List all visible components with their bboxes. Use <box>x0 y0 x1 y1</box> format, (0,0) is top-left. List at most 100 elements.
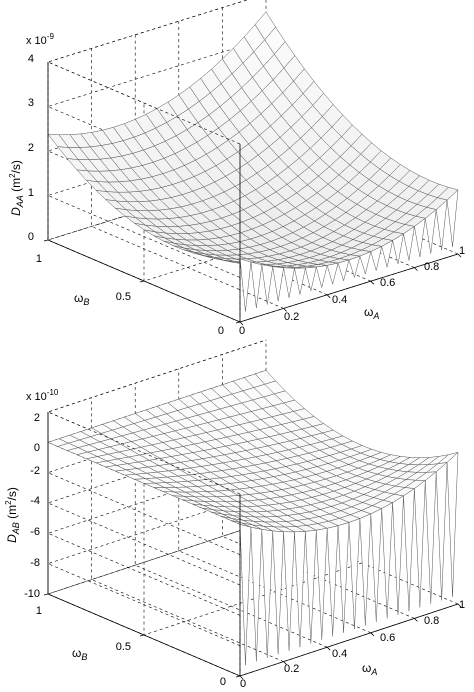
surface-mesh <box>47 11 459 312</box>
surface-edge <box>239 258 252 312</box>
surface-edge <box>370 508 382 622</box>
x-tick-label: 0.2 <box>284 311 299 323</box>
surface-edge <box>359 251 372 275</box>
surface-cell <box>47 133 70 148</box>
surface-edge <box>359 513 372 626</box>
axes-box <box>43 339 462 680</box>
surface-edge <box>425 209 437 254</box>
x-tick-label: 0.4 <box>332 648 347 660</box>
z-tick-label: 2 <box>28 142 34 154</box>
surface-plot-daa: x 10-9 0 1 2 3 4 DAA (m2/s) 1 0.5 0 ωB 0… <box>8 0 465 337</box>
x-tick-label: 0.6 <box>380 277 395 289</box>
surface-edge <box>392 495 404 615</box>
surface-edge <box>403 225 415 261</box>
z-tick-label: -8 <box>30 557 40 569</box>
surface-edge <box>425 471 437 604</box>
tick-mark <box>139 634 145 637</box>
tick-mark <box>239 321 244 326</box>
surface-edge <box>337 259 350 282</box>
surface-mesh <box>47 370 459 666</box>
y-tick-label: 1 <box>36 605 42 617</box>
x-tick-label: 0.8 <box>424 615 439 627</box>
z-tick-label: 3 <box>28 97 34 109</box>
y-tick-label: 0 <box>218 325 224 337</box>
surface-edge <box>272 530 284 655</box>
x-tick-label: 1 <box>459 245 465 257</box>
surface-edge <box>446 451 459 597</box>
surface-edge <box>250 261 263 309</box>
surface-edge <box>446 189 459 247</box>
tick-mark <box>239 675 244 680</box>
surface-edge <box>283 531 295 651</box>
z-tick-label: 1 <box>28 187 34 199</box>
tick-mark <box>326 294 331 299</box>
z-tick-label: -10 <box>24 588 40 600</box>
y-tick-label: 1 <box>36 253 42 265</box>
tick-mark <box>283 661 287 665</box>
surface-edge <box>414 480 426 608</box>
surface-edge <box>326 262 339 286</box>
x-tick-label: 0 <box>240 678 246 690</box>
surface-cell <box>47 438 70 447</box>
surface-edge <box>261 529 273 658</box>
axis-line <box>47 593 459 677</box>
x-axis-label: ωA <box>362 661 377 677</box>
surface-edge <box>348 255 361 279</box>
surface-edge <box>294 267 306 295</box>
gridline <box>47 521 267 677</box>
surface-edge <box>392 233 404 264</box>
surface-edge <box>305 529 317 644</box>
surface-edge <box>381 502 393 619</box>
surface-edge <box>435 461 448 601</box>
surface-edge <box>305 266 317 292</box>
tick-mark <box>283 308 287 312</box>
z-multiplier: x 10-10 <box>26 388 59 403</box>
gridline <box>47 38 267 189</box>
surface-edge <box>435 199 448 251</box>
z-tick-label: 0 <box>28 231 34 243</box>
tick-mark <box>43 593 49 596</box>
z-tick-label: -6 <box>30 526 40 538</box>
tick-mark <box>370 280 375 285</box>
tick-mark <box>235 675 241 678</box>
x-tick-label: 1 <box>459 599 465 611</box>
tick-mark <box>326 646 331 651</box>
axis-line <box>47 339 267 495</box>
gridline <box>47 491 267 646</box>
surface-edge <box>337 522 350 633</box>
z-tick-label: -2 <box>30 465 40 477</box>
z-tick-label: -4 <box>30 495 40 507</box>
tick-mark <box>43 239 49 242</box>
surface-edge <box>294 531 306 648</box>
tick-mark <box>139 280 145 283</box>
surface-edge <box>403 488 415 612</box>
tick-mark <box>457 603 462 608</box>
surface-edge <box>414 217 426 258</box>
x-tick-label: 0.8 <box>424 261 439 273</box>
surface-edge <box>381 239 393 268</box>
surface-edge <box>326 525 339 637</box>
surface-edge <box>261 264 273 305</box>
surface-edge <box>283 267 295 298</box>
surface-edge <box>250 526 263 662</box>
surface-edge <box>316 527 328 640</box>
surface-edge <box>239 524 252 666</box>
surface-edge <box>315 265 328 288</box>
tick-mark <box>235 321 241 324</box>
x-tick-label: 0.2 <box>284 663 299 675</box>
y-axis-label: ωB <box>74 291 89 307</box>
z-tick-label: 4 <box>28 53 34 65</box>
x-tick-label: 0.4 <box>332 294 347 306</box>
axes-box <box>43 0 462 326</box>
tick-mark <box>414 618 418 622</box>
y-tick-label: 0.5 <box>116 641 131 653</box>
z-tick-label: 0 <box>34 442 40 454</box>
surface-edge <box>272 266 284 302</box>
z-tick-label: 2 <box>34 412 40 424</box>
z-axis-label: DAA (m2/s) <box>8 160 25 216</box>
z-multiplier: x 10-9 <box>26 32 54 47</box>
tick-mark <box>457 253 462 258</box>
tick-mark <box>370 632 375 637</box>
y-tick-label: 0 <box>220 676 226 688</box>
